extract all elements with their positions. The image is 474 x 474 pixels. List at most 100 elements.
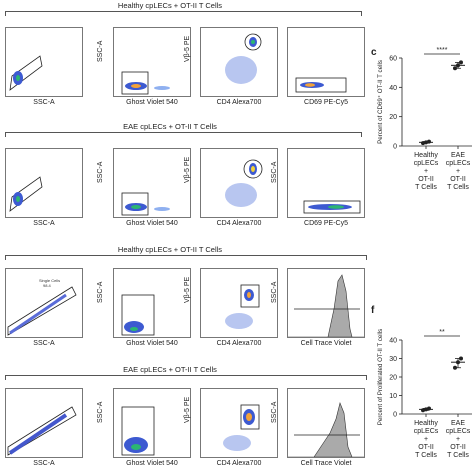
- row-bracket-2: [5, 132, 362, 137]
- ot2-gate: [240, 284, 260, 308]
- flow-plot: [5, 27, 83, 97]
- panel-letter-c: c: [371, 47, 377, 58]
- density-tail: [154, 86, 170, 90]
- row-title-1: Healthy cpLECs + OT-II T Cells: [117, 1, 223, 10]
- scatter-density: [9, 55, 43, 91]
- x-axis-label: SSC-A: [33, 220, 55, 227]
- live-cell-gate: [121, 192, 149, 216]
- data-point: [427, 139, 431, 144]
- data-point: [424, 407, 428, 412]
- flow-panel-r4-2: SSC-A Ghost Violet 540: [97, 388, 191, 467]
- scatter-density: [121, 406, 155, 456]
- row-bracket-3: [5, 255, 367, 260]
- x-axis-label: CD4 Alexa700: [216, 460, 262, 467]
- x-axis-label: Ghost Violet 540: [126, 340, 178, 347]
- scatter-density: [225, 159, 263, 207]
- x-tick-label: OT-II: [418, 444, 434, 451]
- x-tick-label: T Cells: [447, 184, 469, 191]
- y-axis-label: Vβ-5 PE: [184, 396, 191, 423]
- flow-panel-r3-4: SSC-A Cell Trace Violet: [271, 268, 365, 347]
- y-tick-label: 30: [389, 356, 397, 363]
- x-axis-label: Ghost Violet 540: [126, 99, 178, 106]
- ot2-gate: [244, 33, 262, 51]
- x-tick-label: cpLECs: [414, 160, 439, 167]
- x-tick-label: Healthy: [414, 152, 438, 159]
- flow-plot: [200, 27, 278, 97]
- x-axis-label: CD69 PE-Cy5: [304, 99, 348, 106]
- x-tick-label: cpLECs: [414, 428, 439, 435]
- live-cell-gate: [121, 406, 155, 456]
- density-band: [9, 293, 67, 335]
- flow-panel-r1-3: Vβ-5 PE CD4 Alexa700: [184, 27, 278, 106]
- flow-plot: [113, 148, 191, 218]
- scatter-density: [121, 71, 170, 95]
- y-axis-label: Vβ-5 PE: [184, 276, 191, 303]
- row-title-4: EAE cpLECs + OT-II T Cells: [123, 365, 217, 374]
- y-tick-label: 20: [389, 114, 397, 121]
- flow-panel-r4-4: SSC-A Cell Trace Violet: [271, 388, 365, 467]
- flow-plot: [5, 388, 83, 458]
- x-tick-label: +: [424, 436, 428, 443]
- x-tick-label: OT-II: [418, 176, 434, 183]
- x-axis-label: CD4 Alexa700: [216, 220, 262, 227]
- flow-panel-r3-1: Single Cells 98.4 SSC-A: [5, 268, 83, 347]
- density-core: [16, 75, 20, 81]
- x-axis-label: SSC-A: [33, 340, 55, 347]
- x-axis-label: Cell Trace Violet: [300, 460, 352, 467]
- data-point: [453, 365, 457, 370]
- cd69-gate: [303, 200, 361, 214]
- single-cell-gate: [7, 286, 77, 336]
- data-point: [424, 140, 428, 145]
- x-tick-label: Healthy: [414, 420, 438, 427]
- single-cell-gate: [9, 55, 43, 91]
- scatter-density: [303, 200, 361, 214]
- x-tick-label: +: [456, 168, 460, 175]
- scatter-density: [121, 294, 155, 336]
- scatter-density: [225, 33, 262, 84]
- density-background: [225, 56, 257, 84]
- flow-panel-r1-4: CD69 PE-Cy5: [287, 27, 365, 106]
- x-axis-label: Cell Trace Violet: [300, 340, 352, 347]
- x-tick-label: +: [424, 168, 428, 175]
- flow-panel-r2-2: SSC-A Ghost Violet 540: [97, 148, 191, 227]
- density-core: [251, 166, 255, 172]
- single-cell-gate: [7, 406, 77, 456]
- x-tick-label: T Cells: [415, 184, 437, 191]
- flow-panel-r2-3: Vβ-5 PE CD4 Alexa700: [184, 148, 278, 227]
- data-point: [421, 141, 425, 146]
- histogram: [288, 274, 364, 337]
- density-core: [251, 40, 255, 44]
- density-background: [223, 435, 251, 451]
- data-point: [459, 60, 463, 65]
- x-tick-label: cpLECs: [446, 428, 471, 435]
- flow-panel-r3-3: Vβ-5 PE CD4 Alexa700: [184, 268, 278, 347]
- flow-panel-r4-3: Vβ-5 PE CD4 Alexa700: [184, 388, 278, 467]
- y-tick-label: 40: [389, 338, 397, 345]
- gate-value: 98.4: [43, 283, 51, 288]
- scatter-density: [225, 284, 260, 329]
- flow-plot: [200, 388, 278, 458]
- density-band: [8, 413, 68, 455]
- x-tick-label: OT-II: [450, 176, 466, 183]
- x-tick-label: OT-II: [450, 444, 466, 451]
- live-cell-gate: [121, 294, 155, 336]
- flow-panel-r1-1: SSC-A: [5, 27, 83, 106]
- summary-chart-c: 0 20 40 60 Percent of CD69⁺ OT-II T cells ***…: [377, 47, 472, 191]
- density-tail: [154, 207, 170, 211]
- ot2-gate: [240, 404, 260, 430]
- x-axis-label: SSC-A: [33, 99, 55, 106]
- y-axis-label: Percent of Proliferated OT-II T cells: [377, 329, 384, 425]
- row-title-2: EAE cpLECs + OT-II T Cells: [123, 122, 217, 131]
- data-point: [456, 360, 460, 365]
- y-axis-label: Vβ-5 PE: [184, 156, 191, 183]
- y-tick-label: 20: [389, 375, 397, 382]
- density-core: [16, 196, 20, 202]
- flow-plot: [287, 388, 365, 458]
- y-axis-label: SSC-A: [271, 161, 278, 183]
- flow-plot: [113, 388, 191, 458]
- y-tick-label: 10: [389, 393, 397, 400]
- x-axis-label: Ghost Violet 540: [126, 220, 178, 227]
- single-cell-gate: [9, 176, 43, 212]
- scatter-density: [7, 406, 77, 456]
